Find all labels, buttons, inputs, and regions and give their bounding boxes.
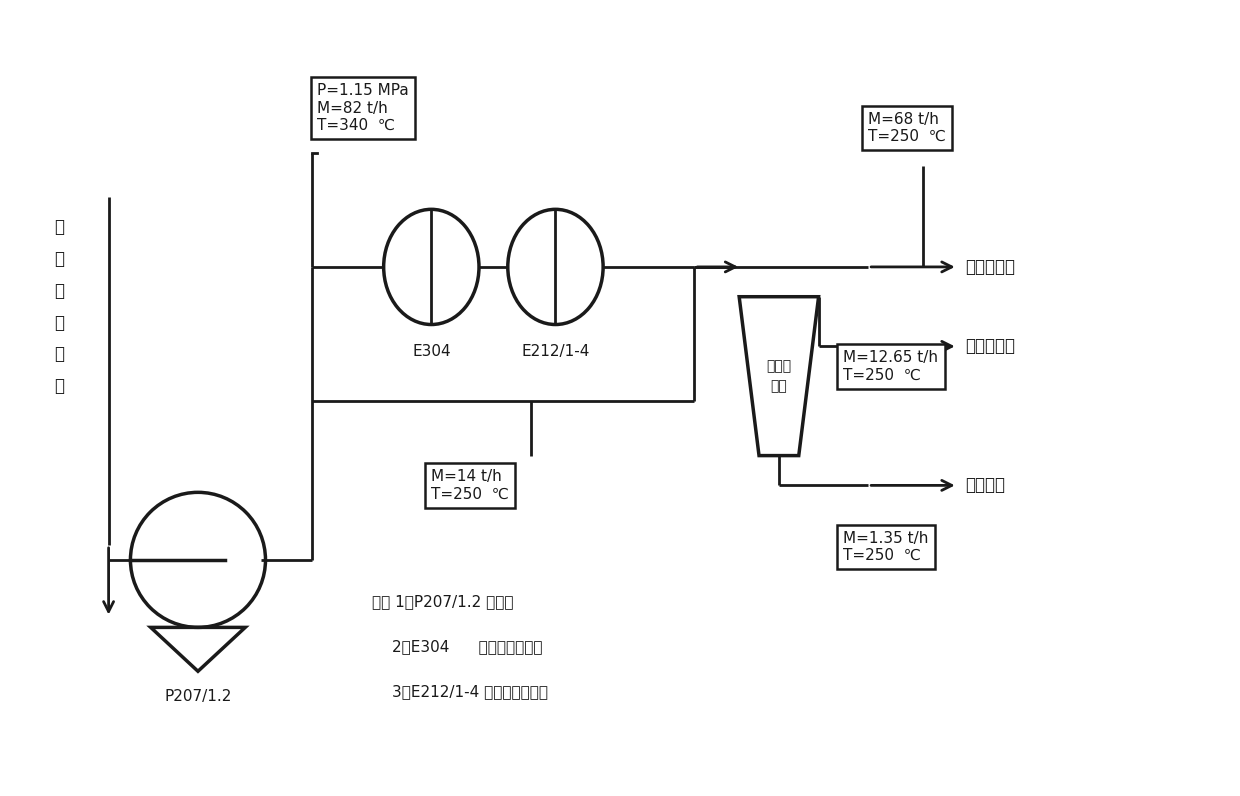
Text: P207/1.2: P207/1.2 [164,689,232,704]
Text: M=1.35 t/h
T=250  ℃: M=1.35 t/h T=250 ℃ [843,531,929,563]
Text: M=12.65 t/h
T=250  ℃: M=12.65 t/h T=250 ℃ [843,350,939,382]
Text: 分: 分 [55,218,64,236]
Text: 注： 1、P207/1.2 油浆泵: 注： 1、P207/1.2 油浆泵 [372,595,513,610]
Text: 2、E304      稳定塔底謪沸器: 2、E304 稳定塔底謪沸器 [392,639,542,654]
Text: 3、E212/1-4 油浆浆油换热器: 3、E212/1-4 油浆浆油换热器 [392,684,548,699]
Text: E304: E304 [412,345,450,359]
Text: 碰液分
离器: 碰液分 离器 [766,360,791,393]
Text: 馏: 馏 [55,250,64,268]
Text: 浆: 浆 [55,377,64,395]
Text: 油: 油 [55,345,64,363]
Text: M=68 t/h
T=250  ℃: M=68 t/h T=250 ℃ [868,111,946,144]
Text: 油浆下返塔: 油浆下返塔 [966,338,1016,355]
Text: P=1.15 MPa
M=82 t/h
T=340  ℃: P=1.15 MPa M=82 t/h T=340 ℃ [317,83,409,133]
Text: 油浆上返塔: 油浆上返塔 [966,258,1016,276]
Text: E212/1-4: E212/1-4 [521,345,590,359]
Text: 塔: 塔 [55,282,64,300]
Text: 油浆外甩: 油浆外甩 [966,476,1006,494]
Text: M=14 t/h
T=250  ℃: M=14 t/h T=250 ℃ [432,469,510,501]
Text: 来: 来 [55,314,64,331]
